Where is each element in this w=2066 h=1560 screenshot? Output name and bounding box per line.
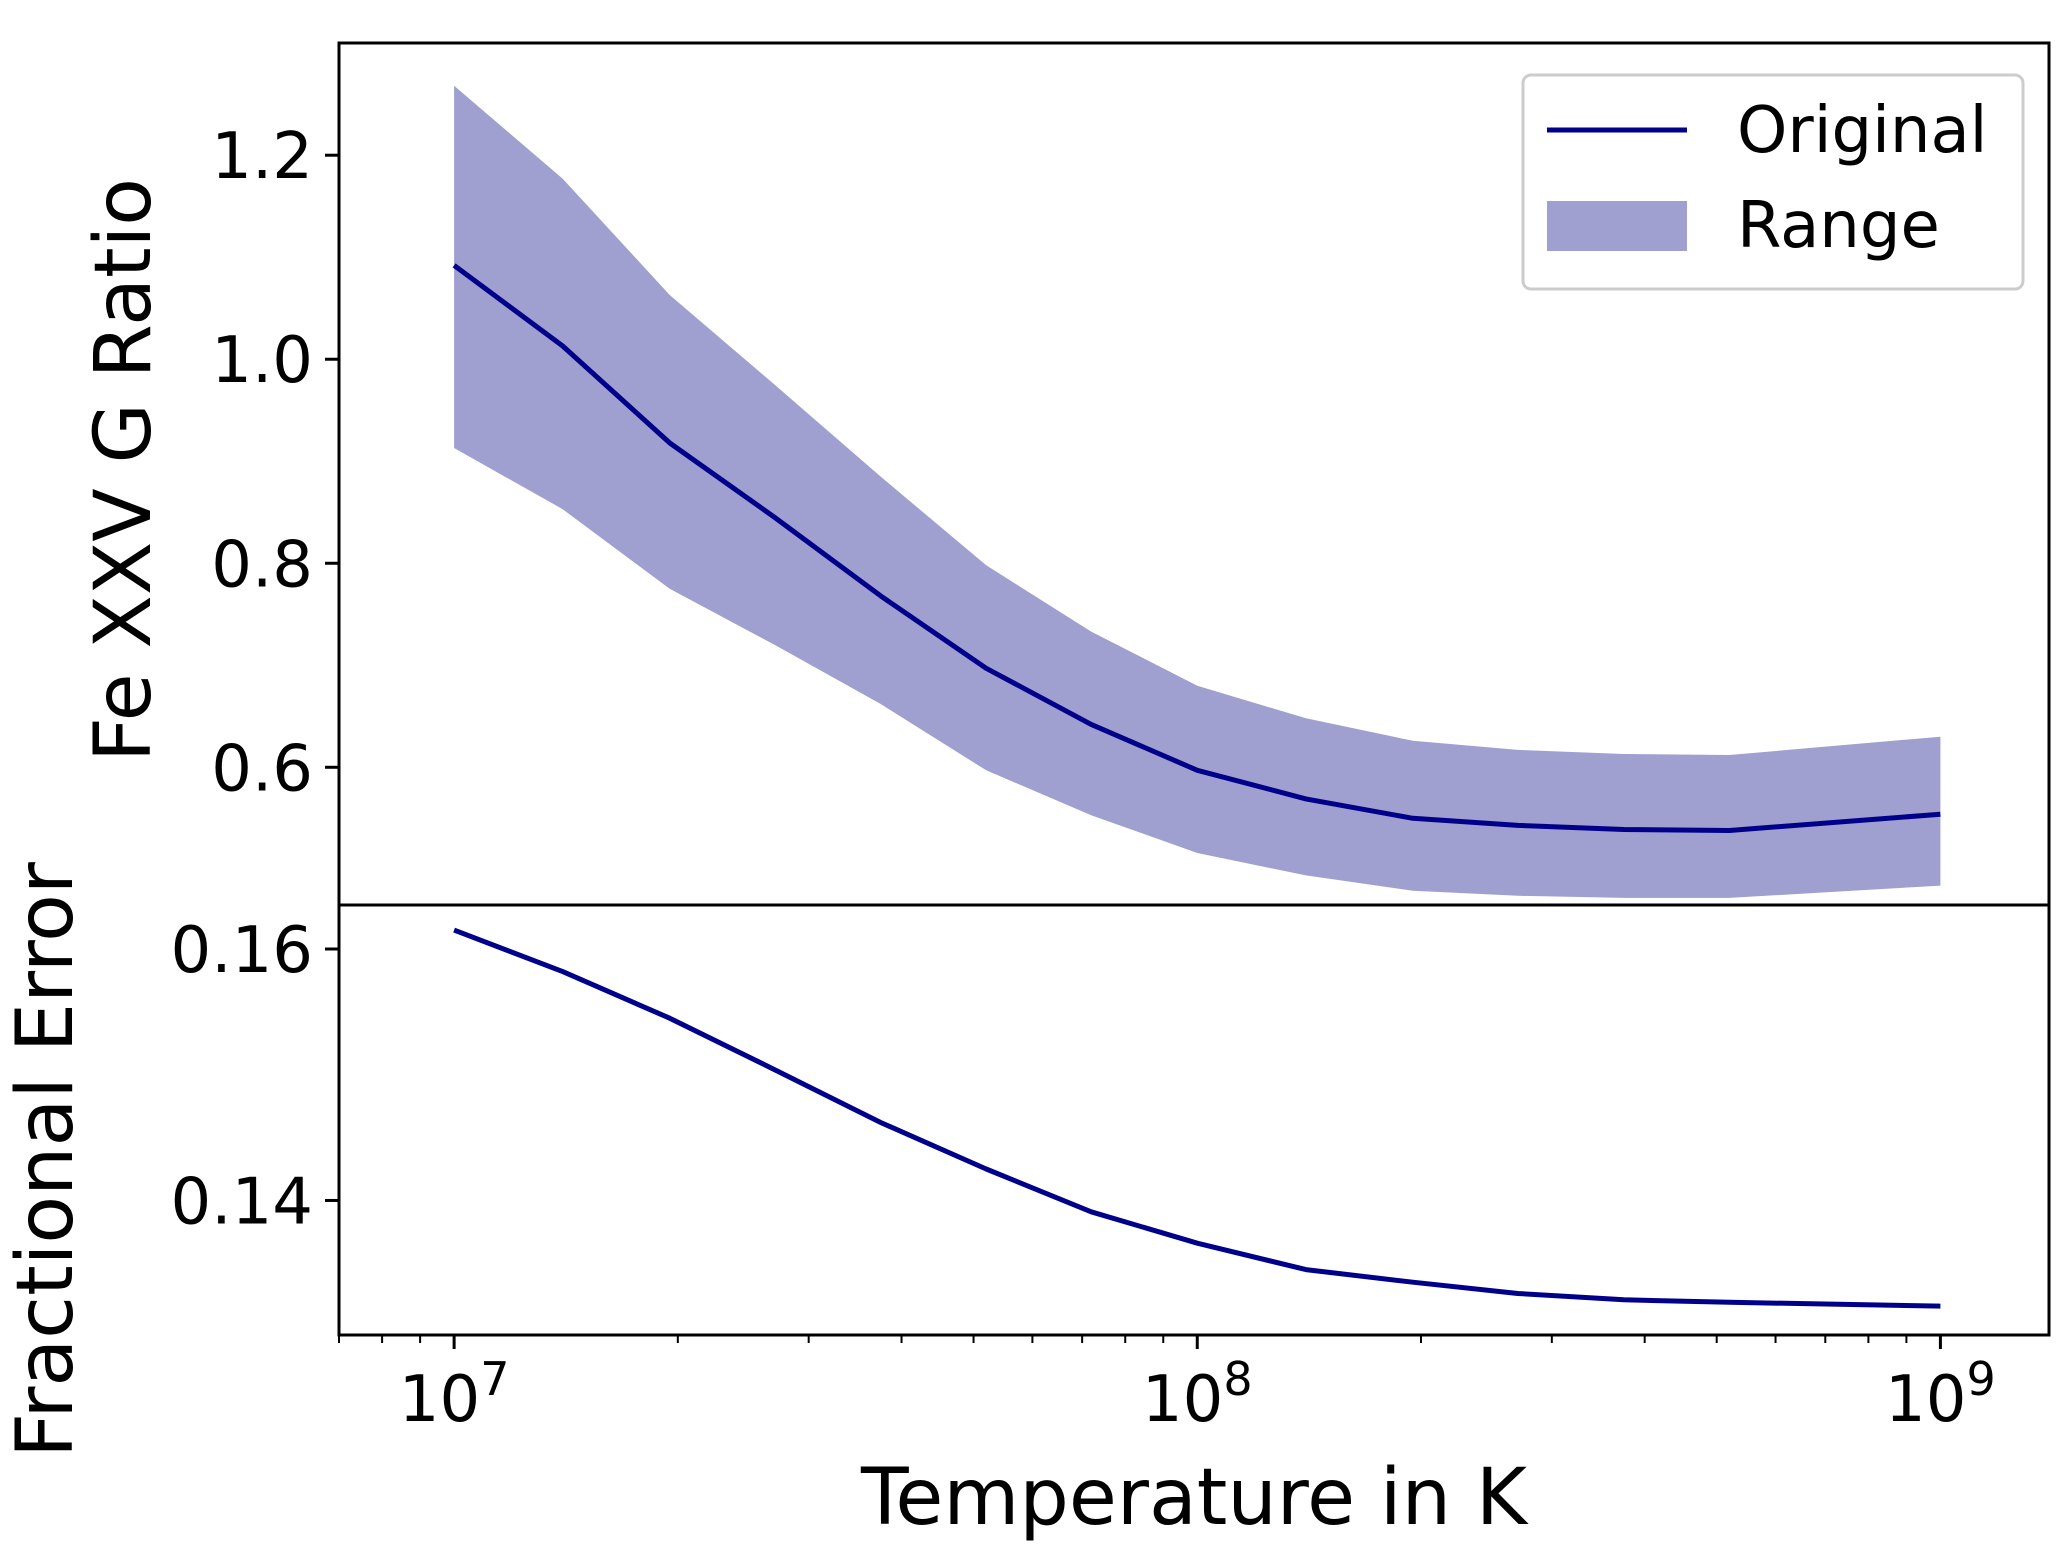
- x-axis-title: Temperature in K: [860, 1453, 1529, 1543]
- legend-range-label: Range: [1737, 189, 1940, 263]
- original-line-layer: [452, 263, 1941, 833]
- x-tick-label-exponent: 7: [480, 1352, 509, 1406]
- x-tick-label-base: 10: [399, 1363, 480, 1437]
- x-tick-label-base: 10: [1885, 1363, 1966, 1437]
- x-tick-label-exponent: 8: [1223, 1352, 1252, 1406]
- fractional-error-line-layer: [453, 927, 1941, 1309]
- legend: Original Range: [1521, 73, 2025, 291]
- bottom-axes-frame: [337, 903, 2051, 1337]
- range-band-layer: [454, 85, 1941, 898]
- legend-original-label: Original: [1737, 94, 1987, 168]
- top-y-ticks: 0.6 0.8 1.0 1.2: [211, 120, 339, 806]
- bottom-y-tick-label: 0.16: [171, 914, 314, 988]
- x-ticks: 107 108 109: [338, 1335, 1996, 1437]
- x-tick-label: 107: [399, 1352, 510, 1437]
- x-tick-label-base: 10: [1142, 1363, 1223, 1437]
- range-band: [454, 85, 1941, 898]
- x-tick-label: 109: [1885, 1352, 1996, 1437]
- legend-range-swatch: [1547, 201, 1687, 251]
- top-panel: 0.6 0.8 1.0 1.2 Original Range Fe XXV G Rat…: [79, 41, 2051, 907]
- x-tick-label: 108: [1142, 1352, 1253, 1437]
- bottom-y-tick-label: 0.14: [171, 1165, 314, 1239]
- bottom-y-axis-title: Fractional Error: [1, 861, 91, 1458]
- original-line: [452, 263, 1941, 833]
- fractional-error-line: [453, 927, 1941, 1309]
- top-y-axis-title: Fe XXV G Ratio: [79, 178, 169, 762]
- top-y-tick-label: 0.8: [211, 528, 313, 602]
- top-y-tick-label: 1.2: [211, 120, 313, 194]
- top-y-tick-label: 0.6: [211, 732, 313, 806]
- bottom-y-ticks: 0.14 0.16: [171, 914, 339, 1239]
- bottom-panel: 0.140.16 107 108 109 Fractional Error Temp…: [1, 861, 2051, 1543]
- top-y-tick-label: 1.0: [211, 324, 313, 398]
- x-tick-label-exponent: 9: [1966, 1352, 1995, 1406]
